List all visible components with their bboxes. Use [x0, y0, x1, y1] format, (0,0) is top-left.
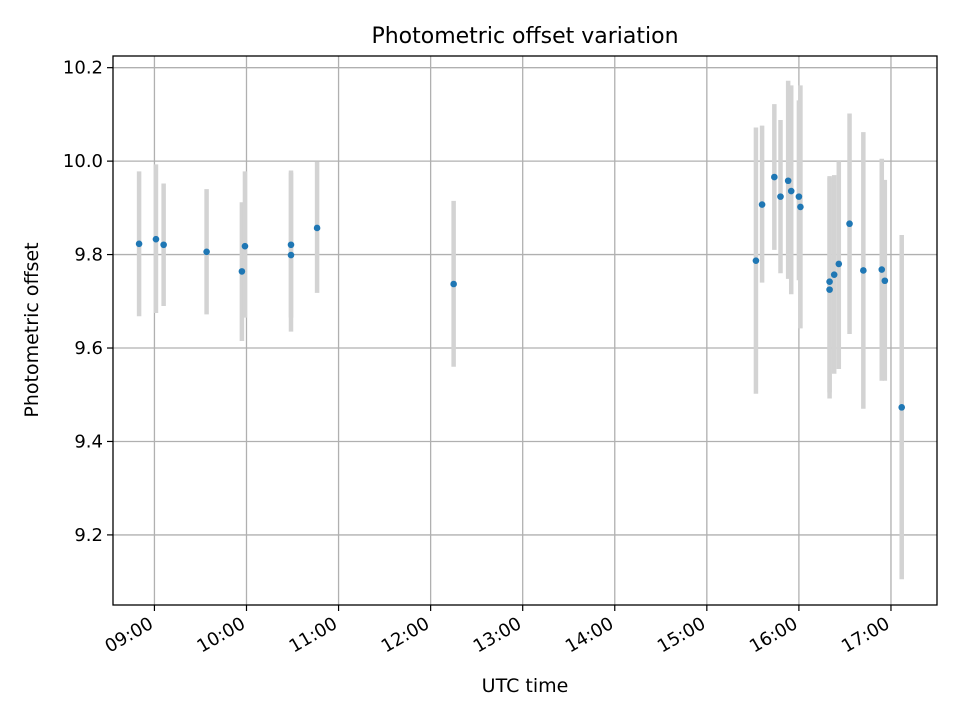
x-tick-label: 10:00 [194, 613, 249, 657]
y-axis-label: Photometric offset [21, 242, 43, 417]
data-point [898, 404, 906, 411]
data-point [152, 235, 160, 243]
plot-frame [112, 55, 938, 606]
x-tick-label: 11:00 [286, 613, 341, 657]
axis-ticks: 9.2 9.4 9.6 9.8 10.0 10.2 09:00 10:00 11:00 12:00… [63, 58, 894, 658]
x-tick-label: 17:00 [838, 613, 893, 657]
x-tick-label: 14:00 [562, 613, 617, 657]
data-points [135, 173, 906, 411]
data-point [826, 278, 833, 285]
x-axis-label: UTC time [482, 675, 569, 697]
y-tick-label: 10.0 [63, 151, 103, 172]
data-point [160, 241, 167, 249]
data-point [771, 173, 778, 181]
data-point [878, 266, 886, 273]
data-point [752, 257, 760, 264]
data-point [450, 280, 457, 288]
data-point [835, 260, 843, 268]
data-point [826, 286, 833, 293]
y-tick-label: 9.8 [74, 245, 103, 266]
data-point [784, 177, 792, 185]
x-tick-label: 16:00 [746, 613, 801, 657]
y-tick-label: 9.4 [74, 431, 103, 452]
grid [113, 56, 937, 605]
error-bars [136, 80, 904, 580]
x-tick-label: 13:00 [470, 613, 525, 657]
data-point [287, 241, 295, 249]
data-point [758, 201, 766, 208]
data-point [846, 220, 853, 228]
y-tick-label: 10.2 [63, 58, 103, 79]
y-tick-label: 9.6 [74, 338, 103, 359]
data-point [860, 267, 867, 274]
data-point [787, 187, 795, 195]
x-tick-label: 12:00 [378, 613, 433, 657]
chart-title: Photometric offset variation [371, 24, 678, 49]
x-tick-label: 09:00 [102, 613, 157, 657]
x-tick-label: 15:00 [654, 613, 709, 657]
data-point [881, 277, 889, 285]
y-tick-label: 9.2 [74, 525, 103, 546]
data-point [777, 193, 784, 200]
data-point [795, 193, 803, 200]
data-point [203, 248, 210, 256]
data-point [238, 268, 246, 275]
data-point [241, 242, 249, 250]
data-point [313, 224, 321, 232]
data-point [287, 251, 295, 259]
data-point [797, 203, 804, 211]
data-point [830, 271, 838, 278]
data-point [135, 240, 143, 248]
